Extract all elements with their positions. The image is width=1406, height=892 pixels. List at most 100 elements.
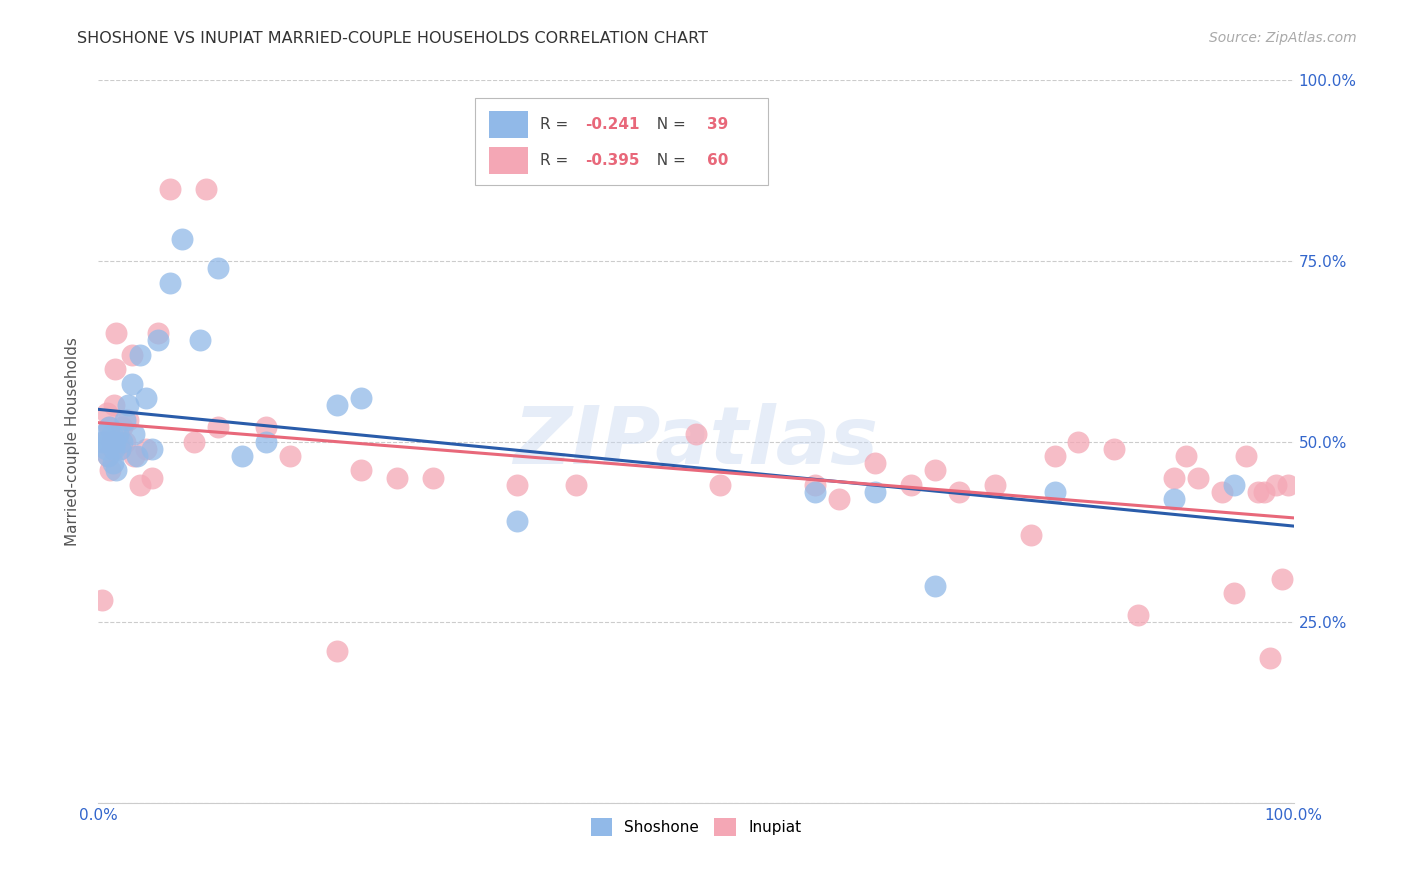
Point	[91, 593, 114, 607]
Point	[1163, 470, 1185, 484]
Text: Source: ZipAtlas.com: Source: ZipAtlas.com	[1209, 31, 1357, 45]
Point	[148, 334, 170, 348]
Point	[1277, 478, 1299, 492]
Point	[828, 492, 851, 507]
Point	[326, 398, 349, 412]
Point	[98, 463, 122, 477]
Point	[98, 420, 121, 434]
Point	[900, 478, 922, 492]
FancyBboxPatch shape	[475, 98, 768, 185]
Point	[1067, 434, 1090, 449]
Point	[1043, 449, 1066, 463]
Point	[141, 470, 163, 484]
Point	[103, 398, 125, 412]
Point	[117, 413, 139, 427]
Point	[924, 579, 946, 593]
Point	[111, 420, 134, 434]
Point	[97, 449, 120, 463]
Point	[107, 427, 129, 442]
Point	[1043, 485, 1066, 500]
Point	[94, 442, 117, 456]
Legend: Shoshone, Inupiat: Shoshone, Inupiat	[585, 813, 807, 842]
Point	[183, 434, 205, 449]
Point	[948, 485, 970, 500]
Point	[1163, 492, 1185, 507]
Point	[1258, 651, 1281, 665]
Point	[207, 261, 229, 276]
Point	[804, 478, 827, 492]
Point	[148, 326, 170, 340]
Point	[107, 434, 129, 449]
Text: ZIPatlas: ZIPatlas	[513, 402, 879, 481]
Point	[350, 391, 373, 405]
Point	[93, 434, 115, 449]
Point	[124, 427, 146, 442]
Point	[93, 427, 115, 442]
Point	[207, 420, 229, 434]
Point	[506, 514, 529, 528]
Point	[278, 449, 301, 463]
Point	[1264, 478, 1286, 492]
Point	[984, 478, 1007, 492]
Point	[172, 232, 194, 246]
Point	[350, 463, 373, 477]
Point	[254, 434, 277, 449]
Text: R =: R =	[540, 117, 572, 132]
Point	[1187, 470, 1209, 484]
Text: N =: N =	[647, 117, 690, 132]
Point	[98, 420, 121, 434]
Point	[96, 434, 118, 449]
Point	[1128, 607, 1150, 622]
Point	[135, 391, 157, 405]
Point	[924, 463, 946, 477]
Point	[105, 326, 128, 340]
Point	[117, 398, 139, 412]
Point	[121, 376, 143, 391]
Point	[125, 449, 148, 463]
Point	[254, 420, 277, 434]
Point	[385, 470, 409, 484]
Point	[1019, 528, 1042, 542]
Point	[124, 449, 146, 463]
Point	[100, 434, 122, 449]
Point	[804, 485, 827, 500]
Point	[101, 456, 124, 470]
Point	[865, 456, 887, 470]
Point	[141, 442, 163, 456]
Point	[104, 434, 127, 449]
Point	[1234, 449, 1257, 463]
Text: -0.241: -0.241	[585, 117, 640, 132]
Point	[1175, 449, 1198, 463]
Y-axis label: Married-couple Households: Married-couple Households	[65, 337, 80, 546]
Point	[1211, 485, 1233, 500]
Point	[135, 442, 157, 456]
FancyBboxPatch shape	[489, 111, 527, 138]
Point	[98, 434, 122, 449]
Point	[1271, 572, 1294, 586]
Point	[188, 334, 211, 348]
Point	[1223, 586, 1246, 600]
Point	[422, 470, 444, 484]
Point	[105, 463, 128, 477]
Point	[1247, 485, 1270, 500]
Point	[1223, 478, 1246, 492]
Point	[104, 362, 127, 376]
Point	[101, 442, 124, 456]
Point	[565, 478, 588, 492]
Point	[231, 449, 253, 463]
Point	[1104, 442, 1126, 456]
Point	[103, 442, 125, 456]
Text: 39: 39	[707, 117, 728, 132]
Text: N =: N =	[647, 153, 690, 169]
FancyBboxPatch shape	[489, 147, 527, 175]
Point	[108, 442, 131, 456]
Point	[129, 478, 152, 492]
Point	[685, 427, 707, 442]
Point	[326, 644, 349, 658]
Point	[1253, 485, 1275, 500]
Point	[865, 485, 887, 500]
Point	[100, 427, 122, 442]
Point	[195, 182, 218, 196]
Point	[111, 434, 134, 449]
Point	[709, 478, 731, 492]
